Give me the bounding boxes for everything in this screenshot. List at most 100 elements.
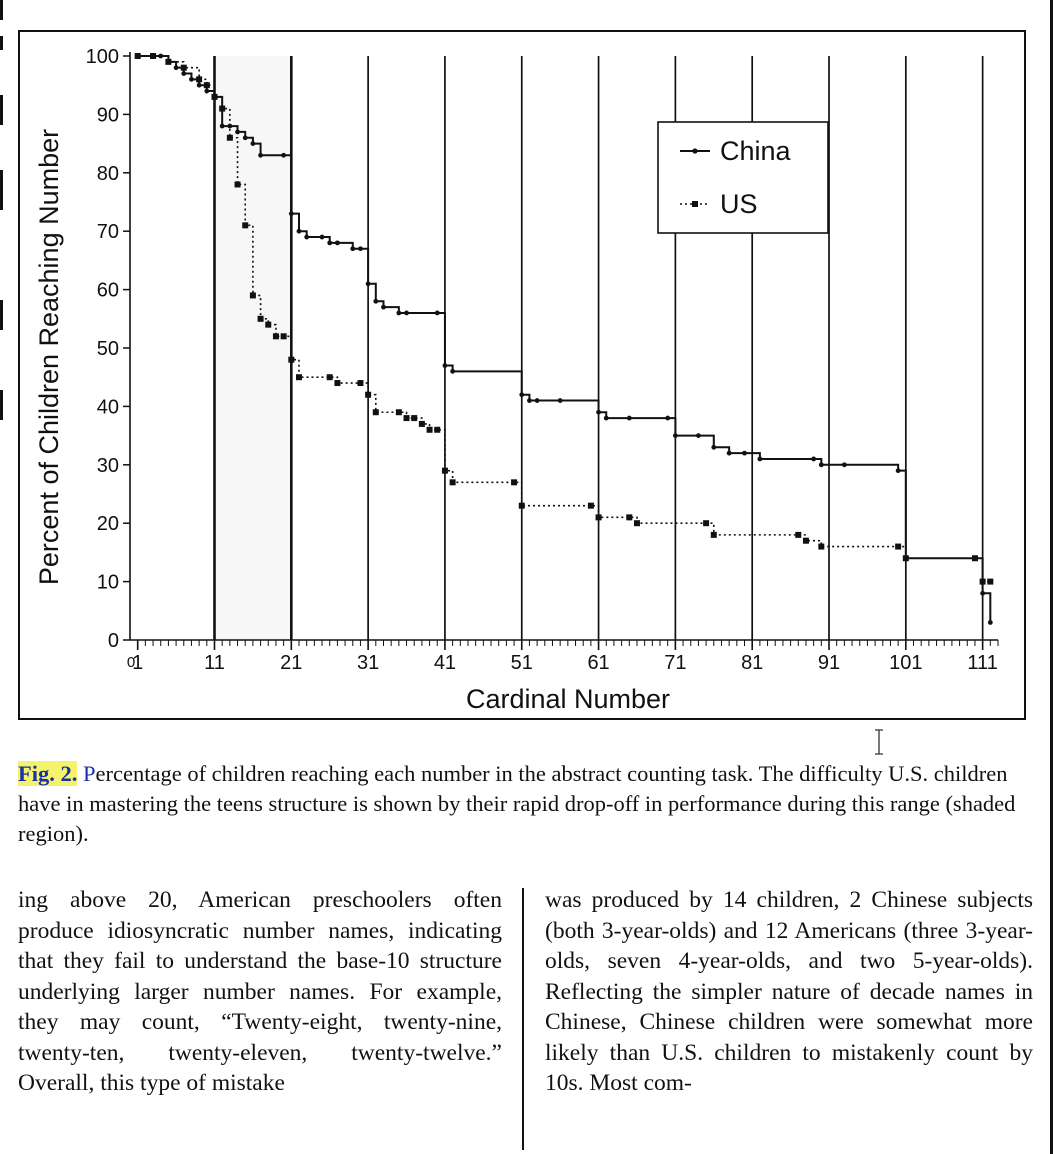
data-point-us — [802, 537, 809, 544]
data-point-china — [742, 450, 747, 456]
data-point-china — [173, 65, 179, 71]
y-tick-label: 10 — [97, 572, 119, 594]
caption-text: ercentage of children reaching each numb… — [18, 761, 1016, 846]
data-point-china — [296, 228, 302, 234]
legend-us-marker — [692, 201, 698, 207]
x-tick-label: 41 — [434, 652, 456, 674]
data-point-us — [295, 374, 302, 381]
data-point-china — [811, 456, 817, 462]
data-point-china — [242, 135, 248, 141]
x-tick-label: 11 — [204, 652, 225, 674]
x-tick-label: 81 — [741, 652, 763, 674]
data-point-china — [626, 415, 632, 421]
figure-label[interactable]: Fig. 2. — [18, 761, 78, 786]
x-tick-label: 71 — [664, 652, 686, 674]
data-point-us — [818, 543, 825, 550]
data-point-china — [196, 82, 202, 88]
y-tick-label: 20 — [97, 513, 119, 535]
data-point-us — [203, 82, 210, 89]
left-margin-rule — [0, 170, 3, 210]
y-tick-label: 50 — [97, 338, 119, 360]
data-point-us — [372, 409, 379, 416]
data-point-china — [434, 310, 440, 316]
data-point-us — [987, 578, 994, 585]
data-point-china — [442, 363, 448, 368]
caption-first-letter: P — [83, 761, 96, 786]
data-point-china — [818, 462, 824, 468]
data-point-us — [326, 374, 333, 381]
data-point-china — [711, 444, 717, 450]
data-point-us — [595, 514, 602, 521]
x-tick-label: 51 — [511, 652, 533, 674]
left-margin-rule — [0, 95, 3, 125]
column-divider — [522, 888, 524, 1150]
data-point-us — [280, 333, 287, 340]
data-point-us — [587, 502, 594, 509]
right-margin-rule — [1050, 0, 1053, 1154]
data-point-china — [204, 88, 210, 94]
body-column-left: ing above 20, American preschoolers ofte… — [18, 885, 502, 1099]
data-point-china — [757, 456, 763, 462]
data-point-us — [403, 415, 410, 422]
data-point-china — [288, 211, 294, 217]
data-point-china — [365, 281, 371, 287]
data-point-china — [987, 620, 993, 625]
data-point-us — [249, 292, 256, 299]
data-point-china — [250, 141, 256, 146]
y-tick-label: 90 — [97, 104, 119, 126]
data-point-china — [350, 246, 356, 252]
data-point-us — [242, 222, 249, 229]
data-point-us — [365, 391, 372, 398]
data-point-china — [519, 392, 525, 398]
left-margin-rule — [0, 0, 3, 20]
data-point-china — [219, 123, 225, 129]
legend-china-label: China — [720, 136, 792, 166]
data-point-china — [158, 53, 164, 59]
data-point-us — [418, 420, 425, 427]
data-point-us — [710, 531, 717, 538]
x-origin-label: 0 — [127, 654, 135, 671]
data-point-china — [726, 450, 732, 456]
data-point-us — [626, 514, 633, 521]
figure-frame: 0 10 20 30 40 50 60 70 80 90 100 1 11 21 31 41 51 61 71 81 9… — [18, 30, 1026, 720]
data-point-china — [527, 398, 532, 403]
data-point-china — [450, 368, 456, 374]
left-margin-rule — [0, 390, 3, 420]
data-point-us — [441, 467, 448, 474]
data-point-us — [971, 555, 978, 562]
data-point-china — [258, 152, 263, 158]
data-point-us — [334, 380, 341, 387]
data-point-us — [257, 315, 264, 322]
data-point-us — [902, 555, 909, 562]
data-point-us — [272, 333, 279, 340]
data-point-china — [672, 433, 678, 438]
x-tick-label: 111 — [967, 652, 997, 674]
data-point-us — [357, 380, 364, 387]
y-tick-label: 70 — [97, 221, 119, 243]
data-point-china — [665, 415, 671, 421]
data-point-us — [511, 479, 518, 486]
body-paragraph: ing above 20, American preschoolers ofte… — [18, 887, 502, 1096]
data-point-china — [227, 123, 233, 129]
data-point-us — [979, 578, 986, 585]
x-tick-label: 1 — [132, 652, 143, 674]
data-point-china — [304, 234, 310, 240]
data-point-china — [696, 433, 701, 438]
left-margin-rule — [0, 36, 3, 50]
data-point-us — [449, 479, 456, 486]
y-tick-label: 40 — [97, 396, 119, 418]
data-point-us — [226, 134, 233, 141]
data-point-china — [534, 398, 540, 403]
series-layer — [134, 53, 994, 625]
x-tick-label: 21 — [280, 652, 302, 674]
data-point-us — [395, 409, 402, 416]
x-axis-title: Cardinal Number — [466, 684, 670, 714]
data-point-us — [134, 53, 141, 59]
data-point-us — [150, 53, 157, 59]
data-point-china — [358, 246, 363, 252]
data-point-china — [327, 240, 333, 246]
data-point-us — [434, 426, 441, 433]
